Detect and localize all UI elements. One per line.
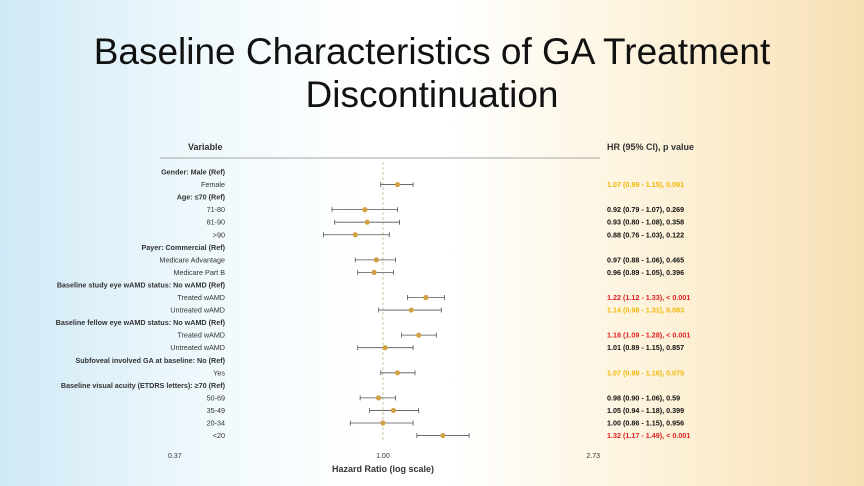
hr-point [423,294,429,301]
hr-point [380,420,386,426]
row-label: 35-49 [207,406,225,415]
hr-point [352,232,358,238]
hr-point [373,257,379,263]
row-label: Medicare Part B [173,268,225,277]
row-label: Female [201,180,225,189]
hr-point [371,269,377,275]
hr-value: 1.07 (0.99 - 1.15), 0.091 [607,180,684,189]
row-label: 81-90 [207,218,225,227]
hr-point [382,345,388,351]
title-line-1: Baseline Characteristics of GA Treatment [93,31,771,72]
hr-point [375,395,382,401]
x-tick-label: 2.73 [586,453,600,460]
hr-value: 1.01 (0.89 - 1.15), 0.857 [607,343,684,352]
row-label: >90 [213,230,225,239]
row-label: Untreated wAMD [170,306,225,315]
group-header: Subfoveal involved GA at baseline: No (R… [76,356,226,365]
hr-point [390,407,397,414]
group-header: Age: ≤70 (Ref) [177,193,226,202]
group-header: Payer: Commercial (Ref) [142,243,226,252]
row-label: 20-34 [207,419,225,428]
hr-value: 0.96 (0.89 - 1.05), 0.396 [607,268,684,277]
row-label: 50-69 [207,393,225,402]
row-label: Treated wAMD [177,331,225,340]
hr-value: 1.22 (1.12 - 1.33), < 0.001 [607,293,690,302]
hr-value: 0.97 (0.88 - 1.06), 0.465 [607,255,684,264]
group-header: Baseline study eye wAMD status: No wAMD … [57,280,226,289]
hr-value: 0.88 (0.76 - 1.03), 0.122 [607,230,684,239]
group-header: Gender: Male (Ref) [161,168,226,177]
group-header: Baseline fellow eye wAMD status: No wAMD… [56,318,226,327]
variable-header: Variable [188,142,223,152]
hr-value: 1.07 (0.99 - 1.16), 0.075 [607,368,684,377]
hr-value: 1.00 (0.86 - 1.15), 0.956 [607,419,684,428]
hr-value: 0.93 (0.80 - 1.08), 0.358 [607,218,684,227]
hr-value: 1.18 (1.09 - 1.28), < 0.001 [607,331,690,340]
hr-point [416,332,422,338]
hr-value: 0.92 (0.79 - 1.07), 0.269 [607,205,684,214]
row-label: Medicare Advantage [159,255,225,264]
hr-point [362,207,368,213]
hr-point [364,219,370,225]
hr-value: 1.14 (0.98 - 1.31), 0.083 [607,306,684,315]
slide-title: Baseline Characteristics of GA Treatment… [0,30,864,116]
x-axis-label: Hazard Ratio (log scale) [332,464,434,474]
group-header: Baseline visual acuity (ETDRS letters): … [61,381,226,390]
row-label: Untreated wAMD [170,343,225,352]
hr-point [394,181,401,188]
row-label: Treated wAMD [177,293,225,302]
hr-value: 1.32 (1.17 - 1.49), < 0.001 [607,431,690,440]
hr-value: 1.05 (0.94 - 1.18), 0.399 [607,406,684,415]
title-line-2: Discontinuation [305,74,559,115]
x-tick-label: 0.37 [168,453,182,460]
hr-value: 0.98 (0.90 - 1.06), 0.59 [607,393,680,402]
row-label: Yes [213,368,225,377]
rows-layer: Gender: Male (Ref) Female 1.07 (0.99 - 1.1… [56,168,691,441]
result-header: HR (95% CI), p value [607,142,694,152]
x-axis: 0.37 1.00 2.73 [168,453,600,460]
row-label: <20 [213,431,225,440]
hr-point [394,370,401,376]
row-label: 71-80 [207,205,225,214]
x-tick-label: 1.00 [376,453,390,460]
hr-point [408,307,414,313]
hr-point [440,432,446,439]
